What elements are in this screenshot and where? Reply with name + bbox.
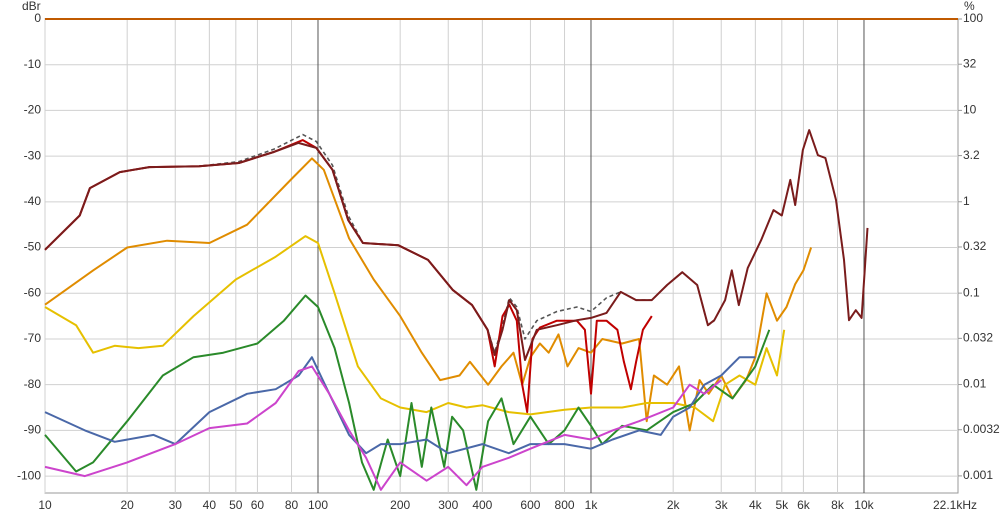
y2-tick-label: 0.032	[963, 331, 993, 345]
y-tick-label: -10	[24, 57, 42, 71]
x-tick-label: 50	[229, 498, 243, 512]
x-tick-label: 300	[438, 498, 458, 512]
y2-tick-label: 10	[963, 103, 977, 117]
y-tick-label: 0	[34, 11, 41, 25]
x-tick-label: 200	[390, 498, 410, 512]
y2-tick-label: 0.001	[963, 468, 993, 482]
x-tick-label: 1k	[585, 498, 599, 512]
x-tick-label: 800	[555, 498, 575, 512]
y2-tick-label: 1	[963, 194, 970, 208]
y2-tick-label: 100	[963, 11, 983, 25]
y2-tick-label: 0.1	[963, 285, 980, 299]
y2-tick-label: 0.0032	[963, 422, 1000, 436]
x-tick-label: 6k	[797, 498, 811, 512]
y2-tick-label: 0.01	[963, 377, 987, 391]
y2-tick-label: 3.2	[963, 148, 980, 162]
x-tick-label: 400	[472, 498, 492, 512]
series-line	[44, 129, 869, 361]
y-tick-label: -60	[24, 285, 42, 299]
x-tick-label: 8k	[831, 498, 845, 512]
x-tick-label: 20	[120, 498, 134, 512]
x-tick-label: 22.1kHz	[933, 498, 977, 512]
x-tick-label: 4k	[749, 498, 763, 512]
x-tick-label: 3k	[715, 498, 729, 512]
series-line	[44, 294, 771, 491]
x-tick-label: 60	[251, 498, 265, 512]
y-tick-label: -40	[24, 194, 42, 208]
y-tick-label: -70	[24, 331, 42, 345]
x-tick-label: 10	[38, 498, 52, 512]
y-tick-label: -50	[24, 240, 42, 254]
series-line	[44, 365, 722, 491]
y-tick-label: -90	[24, 423, 42, 437]
series-line	[44, 235, 786, 423]
x-tick-label: 2k	[667, 498, 681, 512]
y-tick-label: -100	[17, 468, 41, 482]
x-tick-label: 30	[169, 498, 183, 512]
y2-axis-label: %	[964, 0, 975, 13]
y-tick-label: -30	[24, 148, 42, 162]
x-tick-label: 40	[203, 498, 217, 512]
x-tick-label: 10k	[854, 498, 874, 512]
y-tick-label: -80	[24, 377, 42, 391]
y-tick-label: -20	[24, 103, 42, 117]
x-tick-label: 5k	[775, 498, 789, 512]
plot-area	[44, 18, 959, 494]
x-tick-label: 100	[308, 498, 328, 512]
y-axis-label: dBr	[22, 0, 41, 13]
x-tick-label: 600	[520, 498, 540, 512]
series-line	[44, 356, 756, 455]
y2-tick-label: 0.32	[963, 239, 987, 253]
y2-tick-label: 32	[963, 56, 977, 70]
x-tick-label: 80	[285, 498, 299, 512]
